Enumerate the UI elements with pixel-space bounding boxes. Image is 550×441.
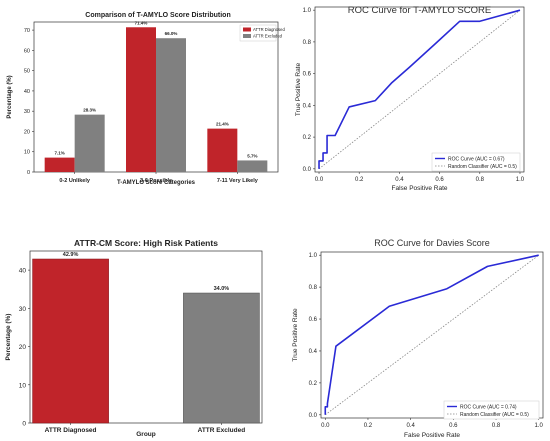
x-tick-label: 0.2 xyxy=(355,177,364,183)
chart-title: Comparison of T-AMYLO Score Distribution xyxy=(85,12,230,19)
x-tick-label: 0.6 xyxy=(435,177,444,183)
legend-label: Random Classifier (AUC = 0.5) xyxy=(460,412,529,418)
x-tick-label: ATTR Excluded xyxy=(198,427,246,434)
x-tick-label: 0-2 Unlikely xyxy=(59,178,91,184)
random-classifier-line xyxy=(325,254,539,416)
x-axis-label: T-AMYLO Score Categories xyxy=(117,180,196,186)
legend-label: ROC Curve (AUC = 0.74) xyxy=(460,405,517,411)
x-tick-label: 0.4 xyxy=(406,423,415,429)
y-tick-label: 0.2 xyxy=(303,135,312,141)
y-tick-label: 10 xyxy=(24,150,30,156)
bar-diagnosed xyxy=(126,27,156,173)
bar-value-label: 42.9% xyxy=(63,252,79,258)
legend-label: ROC Curve (AUC = 0.67) xyxy=(448,157,505,163)
plot-frame xyxy=(320,251,544,419)
x-tick-label: 0.0 xyxy=(315,177,324,183)
y-tick-label: 0.2 xyxy=(309,381,318,387)
y-tick-label: 0 xyxy=(27,170,30,176)
bar-value-label: 71.4% xyxy=(135,20,148,25)
y-tick-label: 1.0 xyxy=(309,253,318,259)
x-tick-label: 0.4 xyxy=(395,177,404,183)
y-tick-label: 30 xyxy=(24,109,30,115)
x-tick-label: 0.8 xyxy=(492,423,501,429)
legend-label: ATTR Excluded xyxy=(253,34,283,39)
x-tick-label: 0.0 xyxy=(321,423,330,429)
y-axis-label: Percentage (%) xyxy=(7,75,13,118)
x-axis-label: Group xyxy=(136,431,156,438)
y-tick-label: 20 xyxy=(19,344,27,351)
chart-title: ROC Curve for T-AMYLO SCORE xyxy=(348,5,491,16)
legend-label: Random Classifier (AUC = 0.5) xyxy=(448,164,517,170)
roc-curve-line xyxy=(318,9,521,169)
x-tick-label: 0.8 xyxy=(476,177,485,183)
y-axis-label: True Positive Rate xyxy=(292,308,299,362)
y-tick-label: 60 xyxy=(24,48,30,54)
legend-box xyxy=(443,400,540,420)
x-tick-label: ATTR Diagnosed xyxy=(45,427,97,434)
bar-excluded xyxy=(237,160,268,172)
roc-davies-chart: ROC Curve for Davies Score 0.0 0.2 0.4 0.6 0.… xyxy=(292,238,544,439)
chart-legend: ATTR Diagnosed ATTR Excluded xyxy=(239,24,285,42)
x-tick-label: 0.6 xyxy=(449,423,458,429)
legend-label: ATTR Diagnosed xyxy=(253,27,285,32)
bar-value-label: 34.0% xyxy=(214,286,230,292)
bar-value-label: 28.3% xyxy=(83,108,96,113)
x-tick-label: 1.0 xyxy=(535,423,544,429)
chart-legend: ROC Curve (AUC = 0.74)Random Classifier … xyxy=(443,400,540,420)
bar-value-label: 5.7% xyxy=(247,153,257,158)
y-tick-label: 40 xyxy=(24,89,30,95)
y-tick-label: 0.6 xyxy=(309,317,318,323)
x-tick-label: 1.0 xyxy=(516,177,525,183)
x-axis-label: False Positive Rate xyxy=(392,185,448,192)
y-tick-label: 0.4 xyxy=(309,349,318,355)
x-tick-label: 0.2 xyxy=(364,423,373,429)
tamylo-distribution-chart: Comparison of T-AMYLO Score Distribution… xyxy=(7,12,285,186)
legend-swatch xyxy=(243,27,251,32)
bar-diagnosed xyxy=(207,128,238,172)
chart-title: ROC Curve for Davies Score xyxy=(374,238,490,248)
y-tick-label: 0.4 xyxy=(303,103,312,109)
random-classifier-line xyxy=(318,9,521,170)
y-tick-label: 0.0 xyxy=(303,167,312,173)
bar-excluded xyxy=(183,292,260,424)
legend-box xyxy=(431,152,521,172)
y-tick-label: 50 xyxy=(24,69,30,75)
bar-excluded xyxy=(156,38,186,172)
attr-cm-high-risk-chart: ATTR-CM Score: High Risk Patients 0 10 20 30… xyxy=(5,238,263,438)
y-tick-label: 0.8 xyxy=(303,40,312,46)
y-tick-label: 0.8 xyxy=(309,285,318,291)
y-tick-label: 30 xyxy=(19,306,27,313)
y-tick-label: 70 xyxy=(24,28,30,34)
bar-excluded xyxy=(74,114,105,172)
bar-value-label: 66.0% xyxy=(165,31,178,36)
bar-diagnosed xyxy=(32,258,109,424)
bar-diagnosed xyxy=(44,157,75,172)
x-tick-label: 3-6 Possible xyxy=(140,178,172,184)
y-tick-label: 40 xyxy=(19,268,27,275)
plot-frame xyxy=(29,250,263,424)
y-tick-label: 0.0 xyxy=(309,413,318,419)
y-axis-label: Percentage (%) xyxy=(5,314,12,361)
x-tick-label: 7-11 Very Likely xyxy=(217,178,259,184)
y-tick-label: 1.0 xyxy=(303,8,312,14)
x-axis-label: False Positive Rate xyxy=(404,432,460,439)
y-tick-label: 10 xyxy=(19,382,27,389)
roc-curve-line xyxy=(324,254,539,415)
bar-value-label: 7.1% xyxy=(55,151,65,156)
roc-tamylo-chart: ROC Curve for T-AMYLO SCORE 0.0 0.2 0.4 0.6 0… xyxy=(295,5,525,192)
y-tick-label: 20 xyxy=(24,129,30,135)
chart-title: ATTR-CM Score: High Risk Patients xyxy=(74,238,218,248)
y-tick-label: 0 xyxy=(22,421,26,428)
chart-legend: ROC Curve (AUC = 0.67)Random Classifier … xyxy=(431,152,521,172)
bar-value-label: 21.4% xyxy=(216,122,229,127)
y-tick-label: 0.6 xyxy=(303,72,312,78)
legend-swatch xyxy=(243,34,251,38)
y-axis-label: True Positive Rate xyxy=(295,63,302,117)
plot-frame xyxy=(314,6,525,173)
